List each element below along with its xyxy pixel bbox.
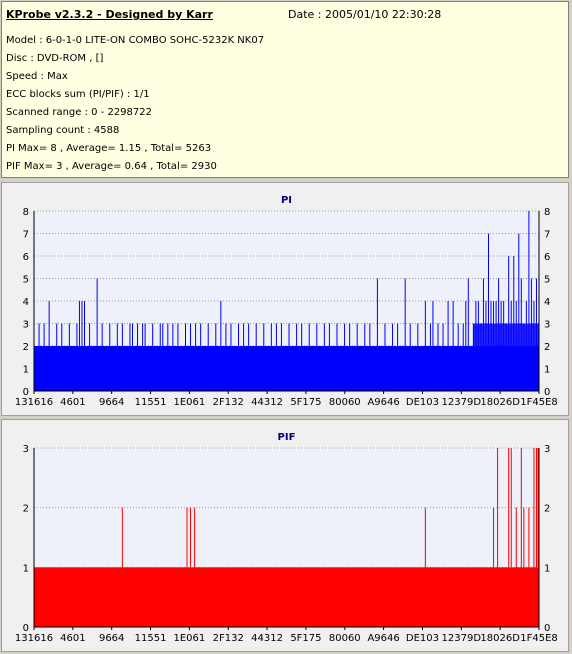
y-tick-right: 1 <box>544 563 550 574</box>
x-tick-label: 5F175 <box>290 633 321 644</box>
x-tick-label: 12379D <box>442 633 482 644</box>
x-tick-label: 12379D <box>442 397 482 408</box>
y-tick-left: 3 <box>23 444 29 455</box>
x-tick-label: DE103 <box>406 397 439 408</box>
x-tick-label: 11551 <box>135 397 167 408</box>
baseline-fill <box>34 346 539 391</box>
y-tick-right: 2 <box>544 342 550 353</box>
y-tick-right: 5 <box>544 275 550 286</box>
x-tick-label: DE103 <box>406 633 439 644</box>
y-tick-left: 4 <box>23 297 29 308</box>
y-tick-right: 2 <box>544 504 550 515</box>
y-tick-left: 6 <box>23 252 29 263</box>
pi-chart-panel: PI 0 0 1 1 2 2 3 3 4 4 5 5 6 6 7 7 8 8 131616 4601 9664 11551 1… <box>1 182 569 416</box>
y-tick-right: 4 <box>544 297 550 308</box>
x-tick-label: 2F132 <box>213 633 244 644</box>
app-title: KProbe v2.3.2 - Designed by Karr <box>6 8 213 21</box>
y-tick-right: 0 <box>544 387 550 398</box>
y-tick-right: 3 <box>544 320 550 331</box>
x-tick-label: 131616 <box>15 633 53 644</box>
y-tick-left: 8 <box>23 207 29 218</box>
chart-title: PIF <box>278 432 296 443</box>
x-tick-label: 1F45E8 <box>520 633 558 644</box>
y-tick-left: 7 <box>23 230 29 241</box>
x-tick-label: 1E061 <box>173 397 205 408</box>
x-tick-label: 44312 <box>251 397 283 408</box>
info-panel: KProbe v2.3.2 - Designed by Karr Date : … <box>1 1 569 178</box>
baseline-fill <box>34 567 539 627</box>
x-tick-label: 18026D <box>480 397 520 408</box>
x-tick-label: 9664 <box>99 633 124 644</box>
y-tick-left: 1 <box>23 563 29 574</box>
x-tick-label: 18026D <box>480 633 520 644</box>
x-tick-label: 4601 <box>60 633 85 644</box>
chart-title: PI <box>281 195 292 206</box>
y-tick-right: 6 <box>544 252 550 263</box>
y-tick-left: 2 <box>23 504 29 515</box>
x-tick-label: 9664 <box>99 397 124 408</box>
info-pif-stats: PIF Max= 3 , Average= 0.64 , Total= 2930 <box>6 161 217 172</box>
y-tick-left: 0 <box>23 623 29 634</box>
info-disc: Disc : DVD-ROM , [] <box>6 53 104 64</box>
x-tick-label: 80060 <box>329 397 361 408</box>
scan-date: Date : 2005/01/10 22:30:28 <box>288 8 442 21</box>
y-tick-left: 2 <box>23 342 29 353</box>
y-tick-left: 0 <box>23 387 29 398</box>
y-tick-right: 8 <box>544 207 550 218</box>
info-sampling: Sampling count : 4588 <box>6 125 120 136</box>
x-tick-label: 1E061 <box>173 633 205 644</box>
y-tick-right: 1 <box>544 365 550 376</box>
y-tick-right: 0 <box>544 623 550 634</box>
x-tick-label: 131616 <box>15 397 53 408</box>
x-tick-label: 1F45E8 <box>520 397 558 408</box>
x-tick-label: A9646 <box>367 397 399 408</box>
info-pi-stats: PI Max= 8 , Average= 1.15 , Total= 5263 <box>6 143 212 154</box>
x-tick-label: 2F132 <box>213 397 244 408</box>
y-tick-right: 7 <box>544 230 550 241</box>
pif-chart: PIF 0 0 1 1 2 2 3 3 131616 4601 9664 11551 1E061 2F132… <box>15 432 558 644</box>
info-speed: Speed : Max <box>6 71 68 82</box>
x-tick-label: 44312 <box>251 633 283 644</box>
x-tick-label: A9646 <box>367 633 399 644</box>
y-tick-right: 3 <box>544 444 550 455</box>
pi-chart: PI 0 0 1 1 2 2 3 3 4 4 5 5 6 6 7 7 8 8 131616 4601 9664 11551 1… <box>15 195 558 408</box>
x-tick-label: 80060 <box>329 633 361 644</box>
info-model: Model : 6-0-1-0 LITE-ON COMBO SOHC-5232K… <box>6 35 265 46</box>
x-tick-label: 4601 <box>60 397 85 408</box>
pif-chart-panel: PIF 0 0 1 1 2 2 3 3 131616 4601 9664 11551 1E061 2F132… <box>1 419 569 652</box>
y-tick-left: 5 <box>23 275 29 286</box>
info-range: Scanned range : 0 - 2298722 <box>6 107 152 118</box>
info-ecc: ECC blocks sum (PI/PIF) : 1/1 <box>6 89 150 100</box>
y-tick-left: 3 <box>23 320 29 331</box>
x-tick-label: 5F175 <box>290 397 321 408</box>
x-tick-label: 11551 <box>135 633 167 644</box>
y-tick-left: 1 <box>23 365 29 376</box>
